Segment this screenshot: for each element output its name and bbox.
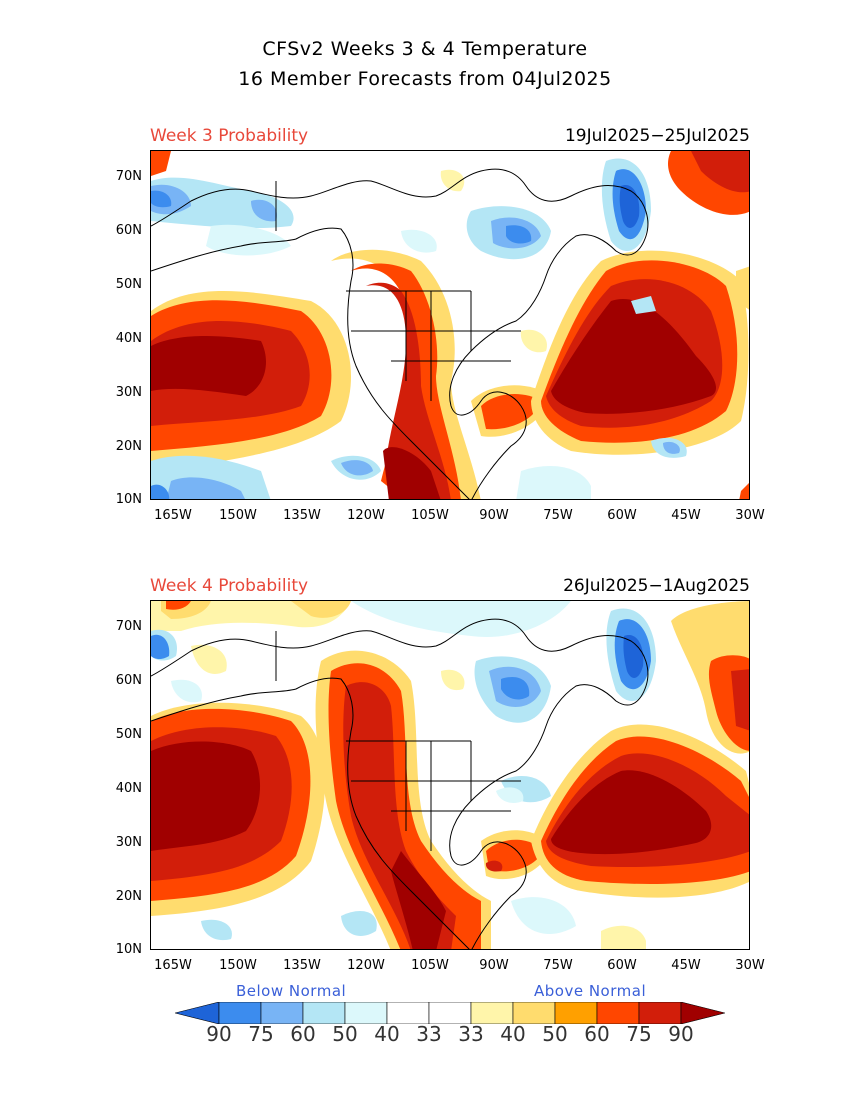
p2-lon-135w: 135W <box>283 958 321 973</box>
p1-lat-70n: 70N <box>115 169 142 184</box>
above-normal-shading <box>151 601 749 949</box>
p2-lat-30n: 30N <box>115 835 142 850</box>
legend-colorbar <box>175 1002 725 1024</box>
p1-lon-135w: 135W <box>283 508 321 523</box>
panel2-dates: 26Jul2025−1Aug2025 <box>563 576 750 596</box>
below-normal-shading <box>151 158 687 499</box>
legend-swatch <box>638 1002 682 1024</box>
legend-value: 90 <box>668 1022 694 1046</box>
legend-value: 75 <box>248 1022 274 1046</box>
p2-lon-90w: 90W <box>479 958 509 973</box>
p1-lon-165w: 165W <box>154 508 192 523</box>
coastline-outline <box>151 168 649 499</box>
legend-swatch <box>470 1002 514 1024</box>
p2-lat-50n: 50N <box>115 727 142 742</box>
legend-swatch <box>512 1002 556 1024</box>
legend-below-normal-label: Below Normal <box>236 982 347 1000</box>
main-title-line2: 16 Member Forecasts from 04Jul2025 <box>238 68 612 90</box>
p1-lon-45w: 45W <box>671 508 701 523</box>
legend-swatch <box>428 1002 472 1024</box>
above-normal-shading <box>151 151 749 499</box>
panel1-dates: 19Jul2025−25Jul2025 <box>564 126 750 146</box>
p1-lon-30w: 30W <box>735 508 765 523</box>
coastline-outline <box>151 618 649 949</box>
legend-value: 60 <box>584 1022 610 1046</box>
p2-lon-120w: 120W <box>347 958 385 973</box>
p1-lat-60n: 60N <box>115 223 142 238</box>
legend-swatch <box>218 1002 262 1024</box>
legend-value: 33 <box>416 1022 442 1046</box>
legend-value: 75 <box>626 1022 652 1046</box>
p2-lon-45w: 45W <box>671 958 701 973</box>
p1-lon-105w: 105W <box>411 508 449 523</box>
panel1-label: Week 3 Probability <box>150 126 309 146</box>
p1-lat-10n: 10N <box>115 492 142 507</box>
p2-lon-150w: 150W <box>219 958 257 973</box>
p2-lon-30w: 30W <box>735 958 765 973</box>
p2-lat-40n: 40N <box>115 781 142 796</box>
legend-swatch <box>596 1002 640 1024</box>
week3-probability-map <box>150 150 750 500</box>
legend-swatch <box>344 1002 388 1024</box>
legend-swatch <box>386 1002 430 1024</box>
p1-lon-75w: 75W <box>543 508 573 523</box>
p2-lat-70n: 70N <box>115 619 142 634</box>
legend-value: 33 <box>458 1022 484 1046</box>
p1-lat-20n: 20N <box>115 439 142 454</box>
p2-lat-60n: 60N <box>115 673 142 688</box>
legend-value: 50 <box>332 1022 358 1046</box>
legend-value: 40 <box>500 1022 526 1046</box>
legend-arrow-right <box>680 1002 725 1024</box>
p2-lon-75w: 75W <box>543 958 573 973</box>
p1-lat-50n: 50N <box>115 277 142 292</box>
p2-lon-60w: 60W <box>607 958 637 973</box>
p1-lon-150w: 150W <box>219 508 257 523</box>
legend-swatch <box>260 1002 304 1024</box>
below-normal-shading <box>151 601 656 941</box>
p1-lat-40n: 40N <box>115 331 142 346</box>
week4-probability-map <box>150 600 750 950</box>
panel2-label: Week 4 Probability <box>150 576 309 596</box>
legend-swatch <box>554 1002 598 1024</box>
p2-lon-165w: 165W <box>154 958 192 973</box>
p2-lat-10n: 10N <box>115 942 142 957</box>
p2-lat-20n: 20N <box>115 889 142 904</box>
p2-lon-105w: 105W <box>411 958 449 973</box>
main-title-line1: CFSv2 Weeks 3 & 4 Temperature <box>262 38 588 60</box>
legend-value: 40 <box>374 1022 400 1046</box>
legend-value: 90 <box>206 1022 232 1046</box>
legend-above-normal-label: Above Normal <box>534 982 647 1000</box>
p1-lon-60w: 60W <box>607 508 637 523</box>
p1-lon-90w: 90W <box>479 508 509 523</box>
legend-value: 60 <box>290 1022 316 1046</box>
legend-value: 50 <box>542 1022 568 1046</box>
legend-swatch <box>302 1002 346 1024</box>
p1-lat-30n: 30N <box>115 385 142 400</box>
legend-arrow-left <box>175 1002 220 1024</box>
p1-lon-120w: 120W <box>347 508 385 523</box>
